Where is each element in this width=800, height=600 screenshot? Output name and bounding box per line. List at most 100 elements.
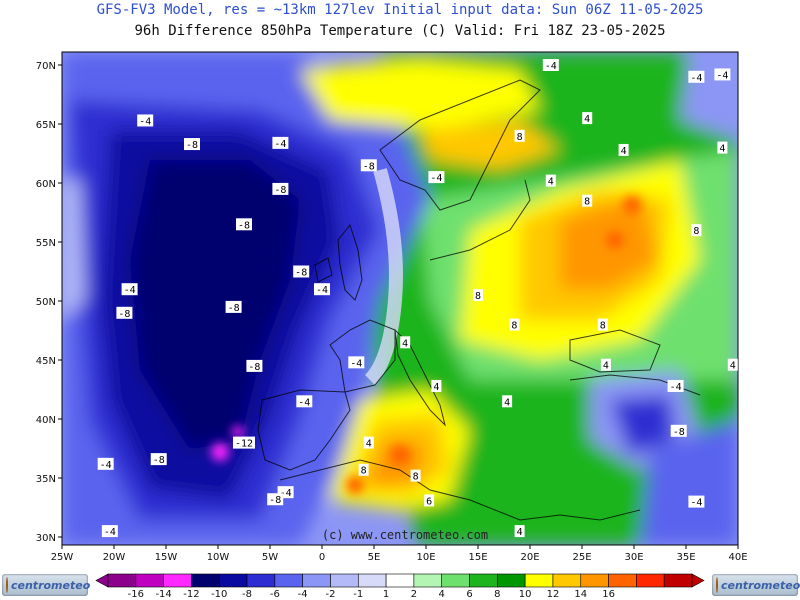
contour-label: 4 (502, 395, 513, 408)
contour-label-text: 4 (548, 177, 554, 188)
contour-label-box (545, 174, 556, 187)
contour-label-text: 4 (366, 439, 372, 450)
contour-label-text: 4 (433, 382, 439, 393)
contour-label: 8 (358, 463, 369, 477)
legend-label: -1 (353, 589, 363, 600)
longitude-label: 15W (155, 552, 178, 563)
legend-label: 16 (602, 589, 615, 600)
contour-label-text: -4 (690, 498, 702, 509)
contour-label: -4 (314, 283, 330, 296)
contour-label-text: 8 (413, 472, 419, 483)
contour-label: -4 (542, 59, 559, 72)
longitude-labels: 25W 20W 15W 10W 5W 0 5E 10E 15E 20E 25E 30E 35E 40E (51, 545, 748, 563)
longitude-label: 5E (368, 552, 381, 563)
contour-label-box (582, 194, 593, 207)
contour-label-box (428, 171, 445, 184)
contour-label-box (150, 453, 167, 466)
contour-label-text: -8 (295, 268, 307, 279)
latitude-label: 55N (36, 238, 56, 249)
logo-text: centrometeo (11, 578, 91, 592)
contour-label-text: -4 (716, 70, 728, 81)
contour-label-box (424, 494, 435, 507)
contour-label-box (137, 114, 154, 127)
contour-label-box (542, 59, 559, 71)
contour-label-box (582, 112, 593, 125)
contour-label-text: -8 (269, 495, 281, 506)
longitude-label: 15E (468, 552, 487, 563)
longitude-label: 35E (676, 552, 695, 563)
contour-label-text: 8 (361, 466, 367, 477)
contour-label-box (667, 379, 684, 392)
contour-label: -8 (246, 359, 263, 373)
contour-label-text: -4 (545, 61, 557, 72)
contour-label-box (348, 356, 365, 369)
contour-label-text: -8 (274, 185, 286, 196)
contour-label: 8 (410, 469, 421, 483)
contour-label-text: -8 (186, 140, 198, 151)
contour-label: 8 (514, 129, 525, 143)
latitude-label: 40N (36, 415, 56, 426)
contour-label-text: -4 (104, 527, 116, 538)
legend-swatch (636, 573, 665, 588)
legend-label: -2 (325, 589, 335, 600)
contour-label: 4 (618, 143, 629, 157)
contour-label-text: -4 (298, 397, 310, 408)
legend-arrow-left (95, 573, 109, 588)
contour-label: -8 (150, 453, 167, 466)
contour-label-text: -4 (690, 73, 702, 84)
contour-label-box (358, 463, 369, 476)
legend-swatch (330, 573, 359, 588)
legend-label: -10 (211, 589, 227, 600)
latitude-label: 50N (36, 297, 56, 308)
contour-label-text: -8 (118, 309, 130, 320)
contour-label-box (410, 469, 421, 482)
contour-label-text: -8 (153, 455, 165, 466)
contour-label-text: 4 (402, 338, 408, 349)
contour-label-text: 4 (584, 114, 590, 125)
contour-label: -8 (267, 493, 284, 506)
legend-swatch (524, 573, 554, 588)
contour-label-box (473, 289, 483, 302)
contour-label-box (717, 141, 728, 154)
contour-label-text: 4 (621, 146, 627, 157)
contour-label: 8 (473, 289, 483, 302)
contour-label: -4 (137, 114, 154, 127)
contour-label-text: -4 (316, 285, 328, 296)
contour-label-text: 8 (511, 321, 517, 332)
legend-swatch (107, 573, 137, 588)
contour-label-text: -4 (124, 285, 136, 296)
latitude-label: 65N (36, 120, 56, 131)
contour-label-box (272, 136, 289, 149)
contour-label-box (225, 300, 242, 313)
logo-text: centrometeo (721, 578, 800, 592)
map-frame (61, 51, 739, 546)
legend-label: -12 (183, 589, 199, 600)
legend-swatch (663, 573, 693, 588)
contour-label-text: 6 (426, 496, 432, 507)
contour-label-text: 4 (504, 397, 510, 408)
contour-label: 4 (727, 358, 738, 372)
contour-label-box (691, 224, 702, 237)
contour-label-text: -4 (139, 116, 151, 127)
centrometeo-logo-left: centrometeo (2, 574, 91, 596)
contour-label-text: -8 (248, 362, 260, 373)
contour-label: -4 (688, 70, 705, 84)
contour-label-text: 8 (600, 321, 606, 332)
longitude-label: 5W (262, 552, 278, 563)
contour-label: -4 (667, 379, 684, 393)
contour-label: -12 (233, 436, 255, 450)
logo-icon (716, 577, 718, 593)
contour-label-text: 4 (730, 361, 736, 372)
longitude-label: 25W (51, 552, 74, 563)
contour-label: 8 (597, 318, 608, 332)
contour-label: 4 (431, 379, 442, 393)
legend-label: 1 (383, 589, 389, 600)
logo-icon (6, 577, 8, 593)
latitude-label: 30N (36, 533, 56, 544)
contour-label-box (116, 306, 133, 319)
legend-label: -16 (128, 589, 144, 600)
legend-swatch (218, 573, 248, 588)
legend-swatch (135, 573, 164, 588)
legend-swatch (608, 573, 637, 588)
legend-swatch (580, 573, 609, 588)
